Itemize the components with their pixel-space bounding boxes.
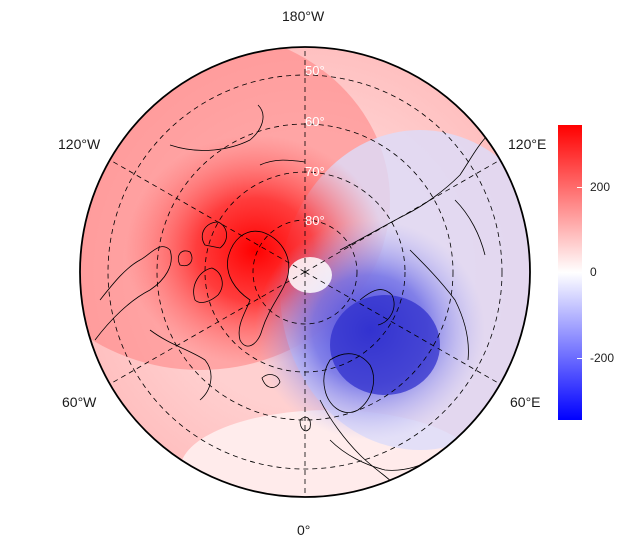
colorbar-tick-0 (577, 272, 582, 273)
lat-label-70: 70° (305, 164, 325, 179)
colorbar-tick-neg200 (577, 358, 582, 359)
lon-label-120w: 120°W (58, 136, 101, 152)
lon-label-180w: 180°W (282, 8, 325, 24)
colorbar-label-neg200: -200 (590, 351, 615, 365)
lon-label-60w: 60°W (62, 394, 97, 410)
lon-label-0: 0° (297, 522, 311, 538)
anomaly-field (80, 47, 530, 497)
colorbar-label-200: 200 (590, 180, 611, 194)
lat-label-80: 80° (305, 213, 325, 228)
colorbar-tick-200 (577, 187, 582, 188)
lon-label-60e: 60°E (510, 394, 541, 410)
colorbar-label-0: 0 (590, 265, 597, 279)
coastlines (94, 104, 489, 491)
meridians (109, 47, 501, 497)
lon-label-120e: 120°E (508, 136, 547, 152)
lat-label-60: 60° (305, 114, 325, 129)
lat-label-50: 50° (305, 63, 325, 78)
map-border (79, 46, 531, 498)
